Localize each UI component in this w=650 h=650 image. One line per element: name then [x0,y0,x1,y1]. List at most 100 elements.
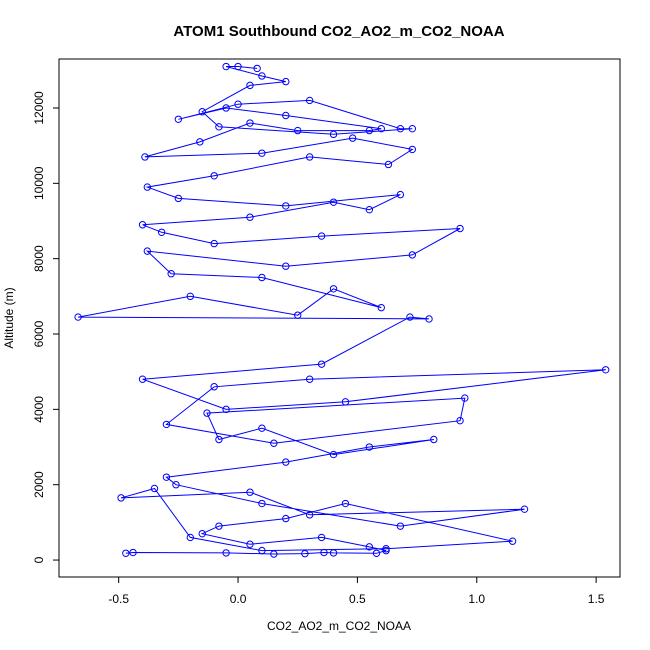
data-point [282,77,290,86]
data-point [222,62,230,71]
data-point [456,224,464,233]
data-point [382,545,390,553]
data-point [348,134,357,142]
data-point [329,450,338,459]
data-point [174,194,183,203]
x-tick-label: 1.0 [468,592,485,606]
y-tick-label: 6000 [32,320,46,347]
data-point [317,360,326,368]
data-point [317,533,326,542]
data-point [234,100,242,108]
data-point [172,481,180,489]
data-point [253,64,261,73]
y-tick-label: 0 [32,556,46,563]
data-point [461,394,469,402]
data-point [222,549,230,557]
data-point [329,198,338,206]
data-point [320,548,328,557]
data-point [198,108,206,116]
y-tick-label: 8000 [32,245,46,272]
x-tick-label: -0.5 [108,592,129,606]
data-point [377,124,385,133]
data-point [246,540,254,548]
data-point [143,183,152,191]
data-point [198,529,206,538]
data-point [129,548,137,557]
data-point [301,549,309,558]
data-point [341,499,350,508]
data-point [138,221,147,229]
x-axis-label: CO2_AO2_m_CO2_NOAA [267,619,411,633]
data-point [258,546,266,555]
data-point [186,533,194,542]
x-tick-label: 0.0 [230,592,247,606]
data-point [425,315,433,323]
data-point [372,549,381,557]
data-point [258,499,266,508]
y-tick-label: 4000 [32,396,46,423]
data-point [384,160,393,169]
data-point [167,270,175,278]
data-point [305,375,314,383]
chart-title: ATOM1 Southbound CO2_AO2_m_CO2_NOAA [173,23,504,40]
data-point [365,205,374,214]
data-point [329,549,338,557]
data-point [282,458,290,466]
data-point [215,435,223,444]
data-point [305,511,314,519]
data-point [270,439,278,447]
data-point [294,311,302,319]
data-point [282,202,290,210]
data-point [396,190,405,199]
data-point [377,303,385,312]
data-point [508,537,517,545]
data-point [246,213,254,221]
y-tick-label: 2000 [32,471,46,498]
data-point [406,313,414,321]
data-point [162,473,171,481]
y-tick-label: 12000 [32,91,46,125]
data-point [186,292,194,301]
data-point [258,149,266,157]
data-point [196,138,204,146]
data-point [122,549,130,557]
data-point [210,239,218,248]
data-point [258,72,266,80]
series-line [78,66,606,555]
data-point [234,62,242,71]
y-axis-label: Altitude (m) [2,287,16,348]
data-point [329,285,338,293]
series-layer [74,62,610,558]
data-point [174,115,183,123]
data-point [246,488,254,496]
data-point [246,81,254,90]
data-point [408,145,417,154]
data-point [258,424,266,432]
data-point [282,111,290,120]
data-point [203,409,211,417]
data-point [341,398,350,406]
data-point [396,124,405,133]
data-point [365,126,374,135]
data-point [117,494,125,502]
data-point [329,130,338,139]
x-axis: -0.5 0.0 0.5 1.0 1.5 [108,576,605,606]
data-point [430,435,438,444]
data-point [246,119,254,127]
data-point [305,96,314,105]
data-point [222,104,230,112]
data-point [270,550,278,558]
x-tick-label: 0.5 [349,592,366,606]
data-point [408,124,417,133]
data-point [162,420,171,429]
data-point [365,443,374,451]
data-point [282,262,290,270]
y-axis: 0 2000 4000 6000 8000 10000 12000 [32,91,60,563]
data-point [157,228,166,236]
data-point [382,546,390,555]
data-point [215,522,223,530]
data-point [258,273,266,282]
data-point [601,366,610,374]
x-tick-label: 1.5 [588,592,605,606]
